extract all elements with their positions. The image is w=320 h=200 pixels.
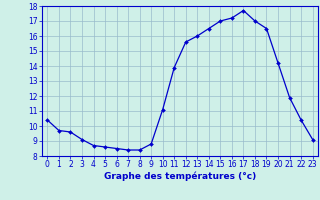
X-axis label: Graphe des températures (°c): Graphe des températures (°c) — [104, 172, 256, 181]
